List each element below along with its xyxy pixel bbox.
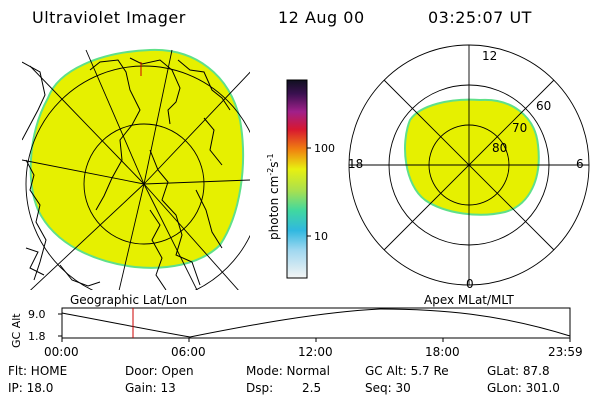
timeline-ytick-9: 9.0 [28, 308, 46, 321]
gain-info: Gain: 13 [125, 381, 176, 395]
mode-info: Mode: Normal [246, 364, 330, 378]
image-date: 12 Aug 00 [278, 8, 365, 27]
mlat-label-80: 80 [492, 141, 507, 155]
timeline-xtick-1200: 12:00 [298, 345, 333, 359]
mlt-label-12: 12 [482, 49, 497, 63]
geographic-caption: Geographic Lat/Lon [70, 293, 188, 307]
aurora-image-geographic [29, 48, 245, 269]
filter-info: Flt: HOME [8, 364, 68, 378]
altitude-curve [61, 308, 571, 338]
mlt-label-6: 6 [576, 157, 584, 171]
timeline-xtick-1800: 18:00 [425, 345, 460, 359]
lat-lon-grid [22, 49, 250, 290]
mlat-label-60: 60 [536, 99, 551, 113]
dsp-value: 2.5 [302, 381, 322, 395]
timeline-xtick-2359: 23:59 [548, 345, 583, 359]
seq-info: Seq: 30 [365, 381, 411, 395]
colorbar-tick-100: 100 [314, 142, 335, 155]
glon-info: GLon: 301.0 [487, 381, 560, 395]
colorbar-tick-10: 10 [314, 230, 328, 243]
timeline-xtick-0600: 06:00 [171, 345, 206, 359]
timeline-xtick-0000: 00:00 [44, 345, 79, 359]
mlt-label-18: 18 [348, 157, 363, 171]
timeline-ytick-1.8: 1.8 [28, 330, 46, 343]
door-info: Door: Open [125, 364, 194, 378]
app-title: Ultraviolet Imager [32, 8, 186, 27]
mlat-mlt-grid [348, 44, 590, 286]
mlt-label-0: 0 [466, 277, 474, 291]
dsp-label: Dsp: [246, 381, 274, 395]
glat-info: GLat: 87.8 [487, 364, 550, 378]
magnetic-caption: Apex MLat/MLT [424, 293, 514, 307]
mlat-label-70: 70 [512, 121, 527, 135]
image-time: 03:25:07 UT [428, 8, 532, 27]
timeline-ylabel: GC Alt [10, 313, 23, 348]
colorbar-unit-label: photon cm-2s-1 [266, 153, 281, 240]
ip-info: IP: 18.0 [8, 381, 54, 395]
gc-alt-info: GC Alt: 5.7 Re [365, 364, 449, 378]
